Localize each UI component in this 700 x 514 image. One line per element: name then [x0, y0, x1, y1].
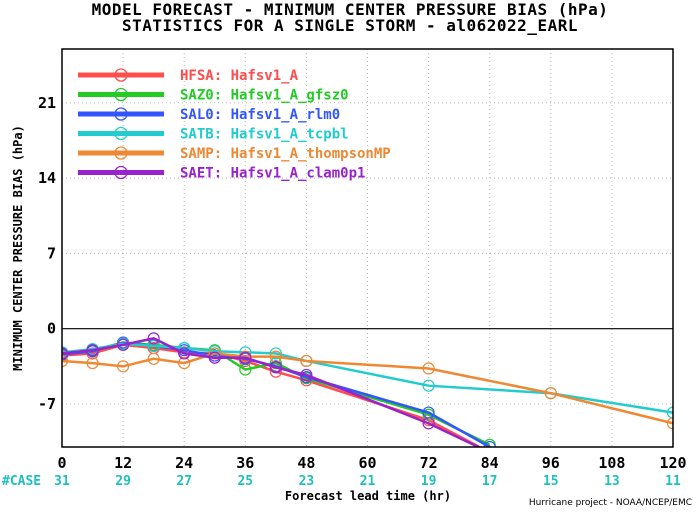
case-count-row: #CASE 31 29 27 25 23 21 19 17 15 13 11	[2, 474, 681, 489]
series-point	[147, 352, 160, 365]
series-point	[239, 351, 252, 364]
series-point	[62, 354, 69, 368]
series-point	[147, 339, 160, 352]
series-point	[422, 362, 435, 375]
grid-lines	[61, 49, 674, 447]
x-tick-label: 72	[420, 454, 438, 472]
y-tick-label: 0	[47, 320, 56, 338]
series-point	[422, 379, 435, 392]
y-tick-label: 7	[47, 244, 56, 262]
case-count: 27	[176, 474, 192, 489]
series-line	[62, 341, 491, 447]
case-count: 31	[54, 474, 70, 489]
series-layer	[62, 332, 673, 447]
x-tick-labels: 0 12 24 36 48 60 72 84 96 108 120	[57, 454, 686, 472]
series-point	[86, 356, 99, 370]
series-point	[116, 360, 130, 373]
x-tick-label: 120	[659, 454, 686, 472]
case-count: 11	[665, 474, 681, 489]
legend-label: SATB: Hafsv1_A_tcpbl	[180, 127, 349, 143]
series-point	[62, 347, 69, 360]
series-point	[666, 417, 673, 430]
legend-swatch-marker	[114, 68, 128, 82]
case-count: 17	[482, 474, 498, 489]
series-point	[300, 368, 313, 382]
plot-frame	[61, 48, 674, 448]
y-axis-label: MINIMUM CENTER PRESSURE BIAS (hPa)	[11, 125, 25, 371]
series-line	[62, 337, 482, 447]
chart-title: MODEL FORECAST - MINIMUM CENTER PRESSURE…	[91, 0, 609, 19]
legend-label: SAZ0: Hafsv1_A_gfsz0	[180, 88, 349, 104]
series-point	[86, 344, 99, 357]
y-tick-label: 14	[38, 169, 56, 187]
x-axis-label: Forecast lead time (hr)	[285, 489, 451, 503]
series-group	[62, 347, 673, 430]
y-tick-label: 21	[38, 94, 56, 112]
y-tick-label: -7	[38, 395, 56, 413]
legend-swatch-marker	[114, 146, 128, 160]
x-tick-label: 12	[114, 454, 132, 472]
case-count: 25	[237, 474, 253, 489]
x-tick-label: 96	[542, 454, 560, 472]
legend-label: HFSA: Hafsv1_A	[180, 68, 299, 84]
x-tick-label: 48	[297, 454, 315, 472]
legend-swatch-marker	[114, 165, 128, 180]
x-tick-label: 108	[598, 454, 625, 472]
legend-label: SAL0: Hafsv1_A_rlm0	[180, 107, 340, 123]
case-count: 15	[543, 474, 559, 489]
series-point	[666, 406, 673, 419]
series-group	[62, 337, 673, 419]
y-tick-labels: -7 0 7 14 21	[38, 94, 56, 413]
case-count: 19	[421, 474, 437, 489]
x-tick-label: 60	[358, 454, 376, 472]
series-point	[269, 347, 282, 360]
legend-swatch-marker	[114, 87, 128, 102]
series-point	[178, 356, 191, 370]
credit-text: Hurricane project - NOAA/NCEP/EMC	[529, 498, 692, 508]
series-point	[116, 338, 130, 351]
legend-swatch-marker	[114, 107, 128, 121]
series-point	[178, 347, 191, 360]
case-label: #CASE	[2, 474, 41, 489]
series-point	[208, 351, 221, 364]
legend-label: SAMP: Hafsv1_A_thompsonMP	[180, 146, 391, 162]
chart-subtitle: STATISTICS FOR A SINGLE STORM - al062022…	[122, 16, 578, 35]
series-point	[147, 332, 160, 345]
legend: HFSA: Hafsv1_A SAZ0: Hafsv1_A_gfsz0 SAL0: …	[78, 68, 391, 182]
x-tick-label: 84	[481, 454, 499, 472]
legend-swatch-marker	[114, 126, 128, 141]
series-group	[62, 332, 493, 447]
series-point	[483, 440, 496, 447]
case-count: 13	[604, 474, 620, 489]
series-point	[300, 354, 313, 368]
x-tick-label: 24	[175, 454, 193, 472]
series-point	[544, 387, 557, 400]
case-count: 21	[360, 474, 376, 489]
case-count: 23	[299, 474, 315, 489]
x-tick-label: 36	[236, 454, 254, 472]
case-count: 29	[115, 474, 131, 489]
series-point	[422, 417, 435, 430]
x-tick-label: 0	[57, 454, 66, 472]
legend-label: SAET: Hafsv1_A_clam0p1	[180, 166, 365, 182]
series-point	[269, 361, 282, 374]
